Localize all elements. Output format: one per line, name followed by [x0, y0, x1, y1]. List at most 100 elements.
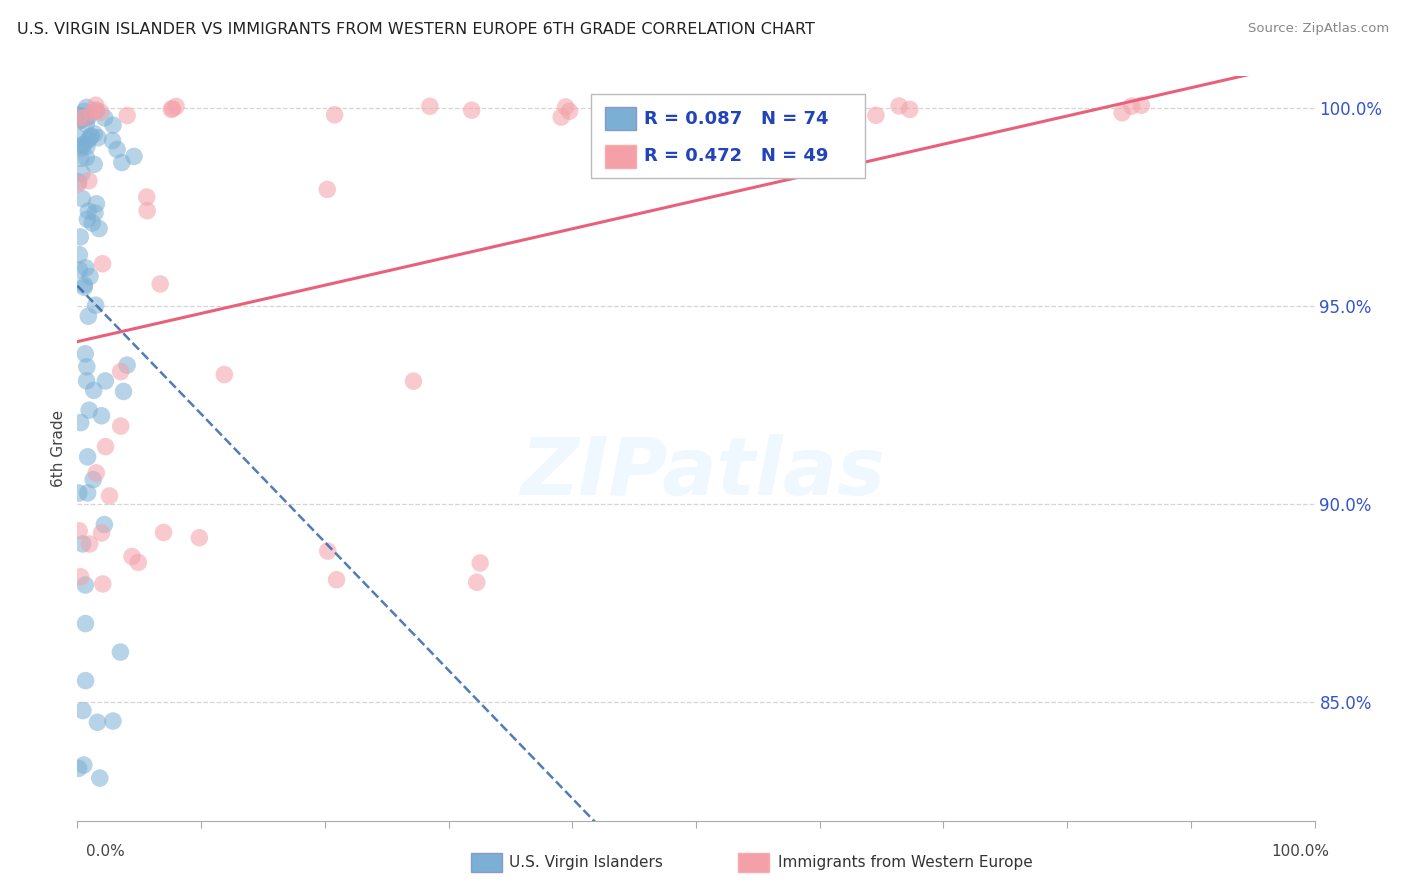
Point	[84, 206, 107, 220]
Point	[67, 524, 90, 538]
Point	[165, 99, 187, 113]
Point	[887, 99, 910, 113]
Text: Source: ZipAtlas.com: Source: ZipAtlas.com	[1249, 22, 1389, 36]
Point	[76, 100, 98, 114]
Point	[80, 129, 103, 144]
Text: Immigrants from Western Europe: Immigrants from Western Europe	[778, 855, 1032, 870]
Point	[67, 761, 90, 775]
Point	[115, 109, 138, 123]
Point	[75, 578, 97, 592]
Point	[419, 99, 441, 113]
Point	[94, 374, 117, 388]
Point	[316, 544, 339, 558]
Text: U.S. VIRGIN ISLANDER VS IMMIGRANTS FROM WESTERN EUROPE 6TH GRADE CORRELATION CHA: U.S. VIRGIN ISLANDER VS IMMIGRANTS FROM …	[17, 22, 814, 37]
Point	[76, 139, 98, 153]
Point	[98, 489, 121, 503]
Point	[101, 118, 124, 132]
Point	[79, 537, 101, 551]
Point	[89, 771, 111, 785]
Point	[67, 248, 90, 262]
Point	[75, 151, 97, 165]
Point	[1130, 98, 1153, 112]
Point	[87, 130, 110, 145]
Point	[69, 570, 91, 584]
Point	[93, 111, 115, 125]
Point	[69, 263, 91, 277]
Point	[75, 111, 97, 125]
Text: ZIPatlas: ZIPatlas	[520, 434, 886, 512]
Point	[90, 105, 112, 120]
Point	[72, 109, 94, 123]
Point	[136, 203, 159, 218]
Point	[77, 174, 100, 188]
Point	[101, 134, 124, 148]
Point	[115, 358, 138, 372]
Point	[465, 575, 488, 590]
Point	[127, 555, 149, 569]
Point	[121, 549, 143, 564]
Point	[122, 149, 145, 163]
Point	[84, 103, 107, 118]
Point	[75, 117, 97, 131]
Point	[83, 127, 105, 141]
Point	[70, 141, 93, 155]
Point	[1121, 99, 1143, 113]
Point	[82, 473, 104, 487]
Point	[73, 104, 96, 119]
Point	[214, 368, 236, 382]
Point	[67, 114, 90, 128]
Point	[77, 204, 100, 219]
Point	[67, 177, 90, 191]
Point	[112, 384, 135, 399]
Point	[77, 310, 100, 324]
Text: 100.0%: 100.0%	[1271, 845, 1330, 859]
Point	[188, 531, 211, 545]
Point	[69, 416, 91, 430]
Point	[110, 645, 132, 659]
Point	[93, 517, 115, 532]
Point	[323, 108, 346, 122]
Point	[75, 616, 97, 631]
Point	[73, 758, 96, 772]
Point	[82, 216, 104, 230]
Point	[105, 143, 128, 157]
Point	[162, 102, 184, 116]
Text: U.S. Virgin Islanders: U.S. Virgin Islanders	[509, 855, 662, 870]
Point	[67, 175, 90, 189]
Point	[86, 196, 108, 211]
Point	[77, 403, 100, 417]
Point	[84, 103, 107, 117]
Point	[84, 466, 107, 480]
Point	[72, 704, 94, 718]
Point	[76, 212, 98, 227]
Point	[110, 365, 132, 379]
Point	[94, 440, 117, 454]
Point	[72, 537, 94, 551]
Point	[865, 108, 887, 122]
Point	[554, 100, 576, 114]
Point	[67, 108, 90, 122]
Point	[70, 151, 93, 165]
Point	[402, 374, 425, 388]
Point	[152, 525, 174, 540]
Point	[558, 104, 581, 119]
Point	[77, 110, 100, 124]
Point	[67, 131, 90, 145]
Point	[67, 110, 90, 124]
Text: R = 0.472   N = 49: R = 0.472 N = 49	[644, 147, 828, 165]
Point	[84, 298, 107, 312]
Point	[135, 190, 157, 204]
Point	[72, 192, 94, 206]
Point	[82, 105, 104, 120]
Point	[69, 230, 91, 244]
Point	[91, 577, 114, 591]
Point	[1111, 105, 1133, 120]
Point	[149, 277, 172, 291]
Text: R = 0.087   N = 74: R = 0.087 N = 74	[644, 110, 828, 128]
Point	[70, 166, 93, 180]
Point	[76, 374, 98, 388]
Point	[90, 526, 112, 541]
Point	[67, 111, 90, 125]
Point	[76, 486, 98, 500]
Point	[73, 137, 96, 152]
